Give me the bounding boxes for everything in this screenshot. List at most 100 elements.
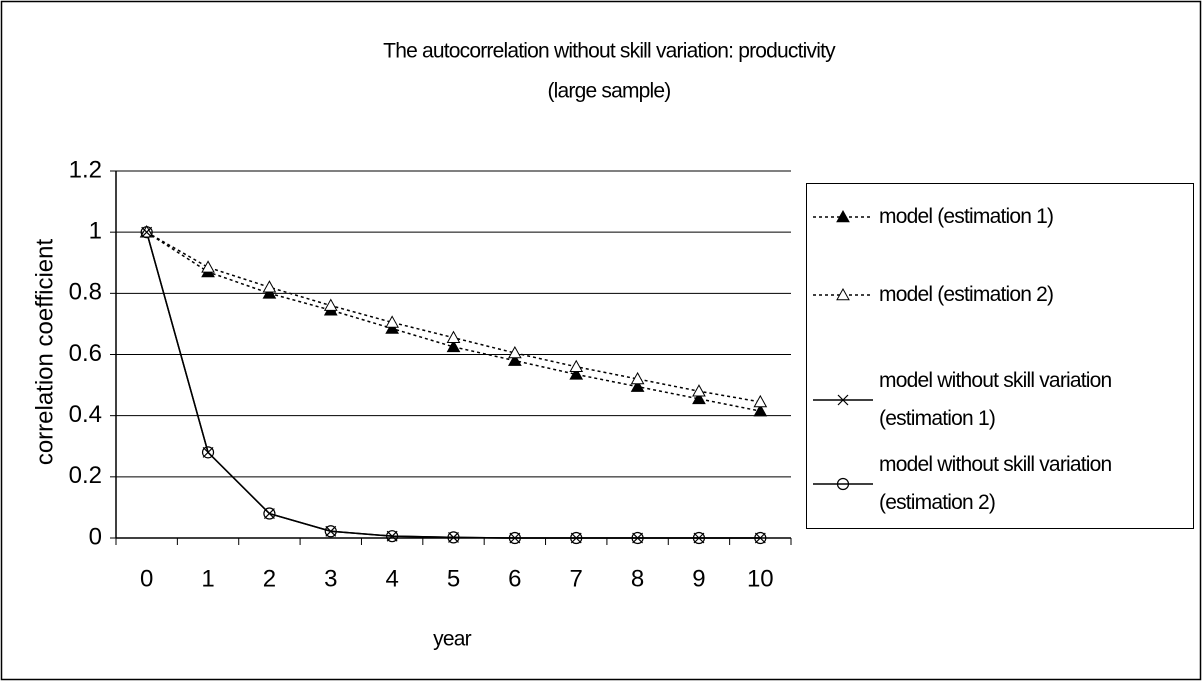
legend: model (estimation 1) model (estimation 2)… — [806, 183, 1194, 529]
legend-item: model without skill variation (estimatio… — [811, 446, 1189, 522]
marker — [325, 525, 337, 537]
marker-shape — [323, 298, 338, 311]
marker-shape — [836, 477, 850, 491]
marker — [508, 531, 521, 545]
marker-shape — [448, 531, 459, 543]
marker-shape — [386, 530, 399, 543]
marker-shape — [837, 394, 849, 406]
marker — [201, 260, 215, 273]
marker — [448, 531, 459, 543]
marker — [753, 394, 768, 408]
x-axis-title: year — [433, 628, 471, 651]
marker-shape — [446, 339, 461, 353]
marker — [692, 384, 706, 397]
marker — [446, 339, 461, 353]
series-line — [146, 231, 761, 412]
marker-shape — [262, 286, 277, 299]
y-tick-label: 1.2 — [69, 156, 102, 183]
marker — [386, 530, 398, 542]
marker-shape — [141, 226, 153, 238]
marker-shape — [508, 531, 521, 545]
marker-shape — [836, 287, 850, 301]
x-tick-label: 0 — [140, 565, 153, 592]
marker — [323, 298, 338, 311]
marker — [446, 330, 461, 343]
legend-label: model (estimation 1) — [879, 205, 1054, 228]
marker-shape — [754, 531, 767, 545]
marker-shape — [447, 531, 460, 544]
marker — [754, 532, 766, 544]
marker — [754, 531, 767, 545]
marker — [570, 532, 582, 544]
marker — [201, 446, 215, 459]
marker — [837, 394, 849, 406]
marker — [262, 286, 277, 299]
marker-shape — [446, 330, 461, 343]
marker-shape — [630, 371, 645, 385]
marker — [692, 391, 706, 405]
marker — [836, 287, 850, 301]
legend-item: model (estimation 2) — [811, 276, 1189, 314]
chart-subtitle: (large sample) — [547, 80, 670, 103]
marker — [447, 531, 460, 544]
marker-shape — [632, 532, 644, 544]
marker — [508, 345, 522, 359]
marker-shape — [140, 226, 153, 239]
marker — [202, 446, 214, 458]
marker-shape — [692, 391, 706, 405]
marker-shape — [693, 532, 705, 544]
marker — [509, 532, 521, 544]
legend-swatch — [813, 394, 873, 406]
y-tick-label: 0.2 — [69, 462, 102, 489]
marker-shape — [202, 446, 214, 458]
marker — [630, 379, 645, 392]
marker-shape — [509, 532, 521, 544]
marker — [141, 226, 153, 238]
marker-shape — [570, 532, 582, 544]
y-axis-title: correlation coefficient — [31, 239, 58, 466]
legend-item: model (estimation 1) — [811, 198, 1189, 236]
x-tick-label: 1 — [201, 565, 214, 592]
marker-shape — [262, 280, 277, 293]
legend-label: model (estimation 2) — [879, 283, 1054, 306]
marker-shape — [753, 394, 768, 408]
marker-shape — [201, 446, 215, 459]
x-tick-label: 3 — [324, 565, 337, 592]
marker-shape — [386, 530, 398, 542]
marker-shape — [325, 525, 337, 537]
x-tick-label: 8 — [631, 565, 644, 592]
legend-label: model without skill variation (estimatio… — [879, 369, 1112, 430]
marker-shape — [263, 508, 275, 519]
marker-shape — [263, 507, 276, 520]
marker — [632, 532, 644, 544]
legend-item: model without skill variation (estimatio… — [811, 362, 1189, 438]
marker — [508, 353, 522, 366]
x-tick-label: 10 — [747, 565, 774, 592]
marker-shape — [692, 384, 706, 397]
marker-shape — [201, 260, 215, 273]
marker — [836, 209, 850, 223]
legend-swatch — [813, 287, 873, 301]
y-tick-label: 0 — [89, 523, 102, 550]
marker — [631, 531, 644, 545]
y-tick-label: 0.8 — [69, 279, 102, 306]
y-tick-label: 0.4 — [69, 401, 102, 428]
legend-label: model without skill variation (estimatio… — [879, 453, 1112, 514]
marker — [569, 367, 584, 380]
x-tick-label: 9 — [692, 565, 705, 592]
y-tick-label: 1 — [89, 218, 102, 245]
marker-shape — [569, 359, 584, 373]
marker-shape — [570, 531, 583, 545]
marker-shape — [569, 367, 584, 380]
marker-shape — [324, 525, 337, 538]
marker — [324, 525, 337, 538]
marker-shape — [508, 345, 522, 359]
x-tick-label: 2 — [263, 565, 276, 592]
marker-shape — [836, 209, 850, 223]
legend-swatch — [813, 477, 873, 491]
marker — [263, 508, 275, 519]
marker — [385, 315, 399, 328]
y-tick-label: 0.6 — [69, 340, 102, 367]
chart-title: The autocorrelation without skill variat… — [383, 40, 836, 63]
